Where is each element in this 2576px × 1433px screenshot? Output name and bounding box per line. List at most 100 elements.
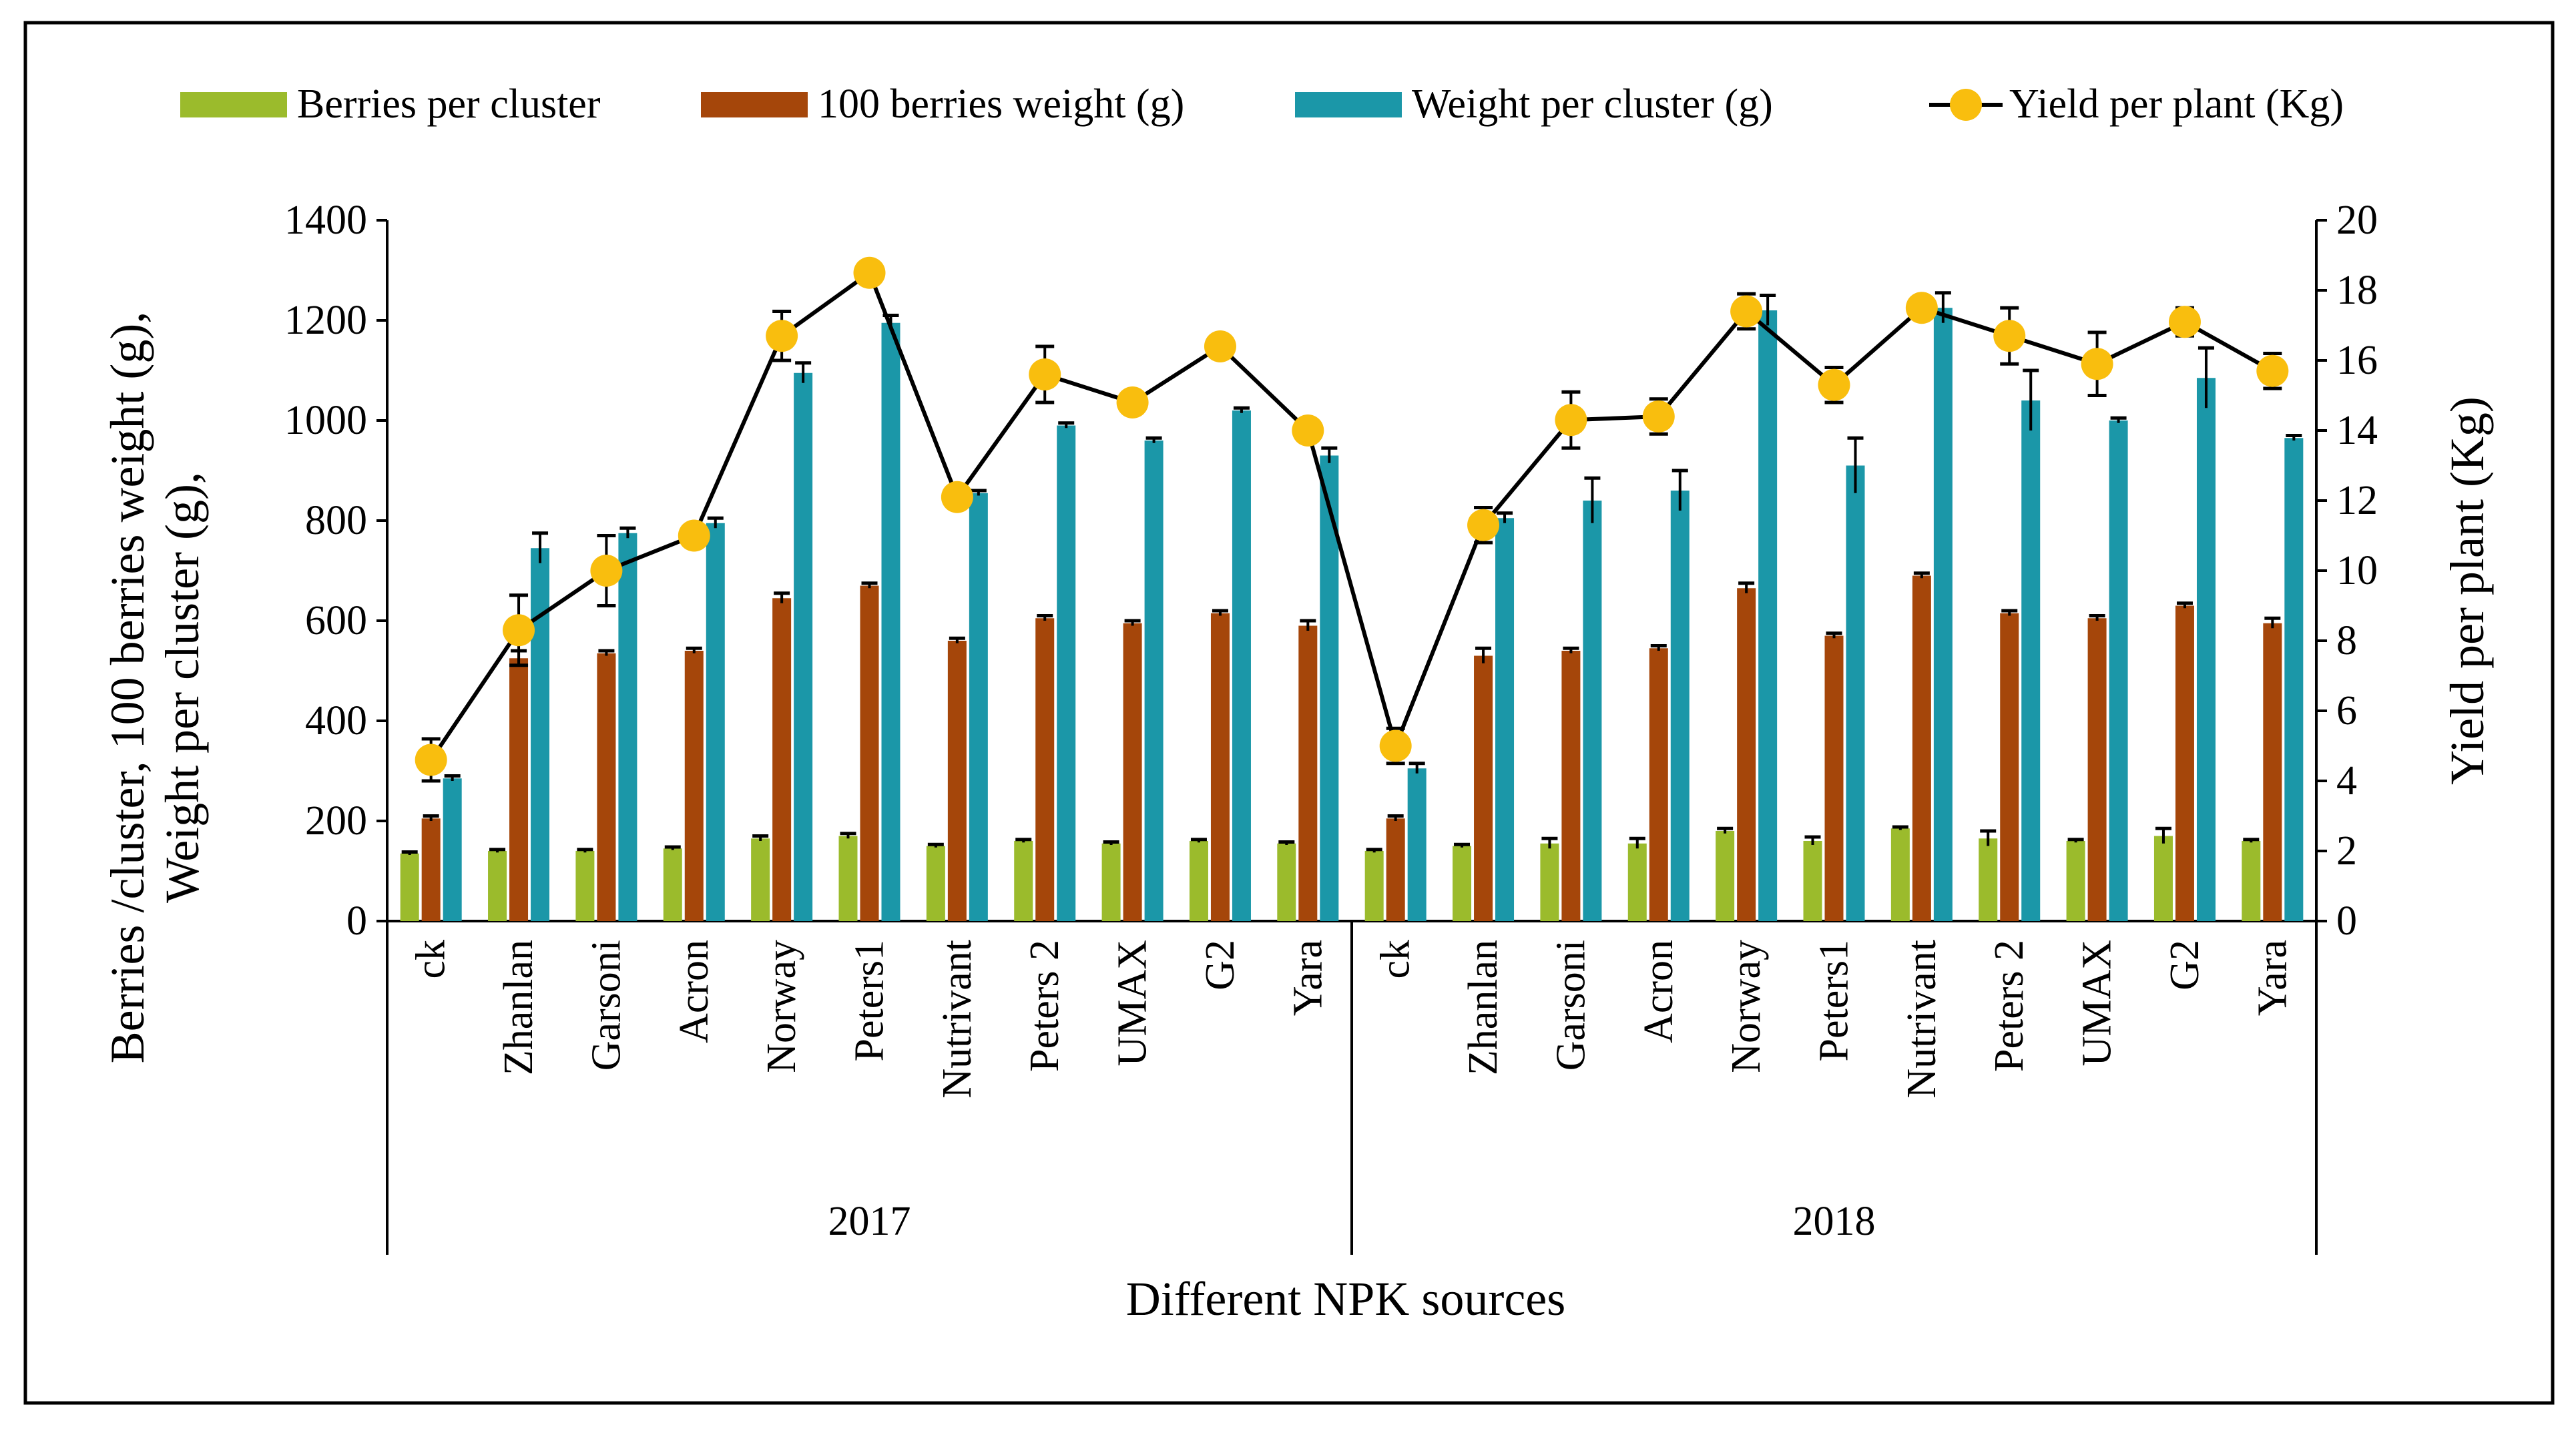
bar [509, 658, 529, 921]
y-axis-title-line-1: Berries /cluster, 100 berries weight (g)… [101, 312, 154, 1064]
yield-point [1993, 320, 2026, 352]
y-axis-title: Berries /cluster, 100 berries weight (g)… [101, 312, 209, 1064]
bar [1474, 655, 1493, 921]
x-axis-title: Different NPK sources [1126, 1272, 1566, 1326]
y-axis-title-line-2: Weight per cluster (g), [156, 472, 209, 903]
bar [1057, 425, 1076, 921]
bar [1495, 518, 1515, 921]
bar [860, 585, 879, 921]
yield-point [678, 519, 710, 552]
y-tick-label: 200 [305, 798, 367, 844]
legend-swatch-100-berries [701, 92, 808, 117]
category-label: Norway [759, 940, 804, 1073]
bar [2196, 378, 2216, 921]
y-tick-label: 800 [305, 498, 367, 543]
yield-point [766, 320, 798, 352]
category-label: ck [1373, 940, 1419, 979]
bar [400, 853, 419, 921]
category-label: ck [409, 940, 454, 979]
bar [751, 838, 770, 921]
bar [1144, 441, 1164, 921]
yield-point [1555, 404, 1587, 437]
yield-point [2081, 348, 2113, 380]
category-label: Yara [1285, 940, 1330, 1016]
category-label: Peters 2 [1987, 940, 2032, 1072]
group-label: 2018 [1793, 1199, 1876, 1244]
bar [1758, 310, 1778, 921]
bar [1540, 843, 1559, 921]
y2-tick-label: 10 [2336, 548, 2378, 593]
bar [1803, 841, 1822, 921]
bar [1824, 635, 1844, 921]
bar [1670, 491, 1690, 921]
yield-point [1818, 368, 1850, 401]
yield-point [590, 555, 623, 587]
category-label: Nutrivant [1899, 940, 1945, 1099]
bar [1649, 648, 1668, 921]
yield-point [1292, 414, 1324, 447]
bar [2109, 420, 2128, 921]
yield-point [1730, 295, 1763, 328]
y-tick-label: 1400 [284, 198, 367, 243]
bar [1716, 831, 1735, 921]
bar [2000, 613, 2019, 921]
category-label: Peters1 [1812, 940, 1857, 1062]
bar [1912, 575, 1931, 921]
bar [1298, 625, 1318, 921]
bar [575, 851, 595, 921]
yield-point [1467, 509, 1500, 541]
bar [1277, 843, 1296, 921]
bar [1583, 501, 1602, 921]
yield-point [415, 744, 447, 776]
bar [443, 778, 462, 921]
y2-axis-title: Yield per plant (Kg) [2440, 396, 2494, 785]
bar [2153, 836, 2173, 921]
bar [1014, 841, 1033, 921]
bar [1627, 843, 1647, 921]
y2-tick-label: 12 [2336, 478, 2378, 523]
y2-tick-label: 0 [2336, 898, 2357, 944]
axes: 0 200 400 600 800 1000 1200 1400 0 2 4 6 8 10 12 14 16 18… [284, 198, 2378, 1255]
bar [684, 651, 704, 921]
category-label: Peters1 [847, 940, 892, 1062]
bar [1453, 846, 1472, 921]
bar [1933, 308, 1953, 921]
yield-point [853, 256, 886, 289]
category-label: Garsoni [1548, 940, 1593, 1071]
y2-tick-label: 18 [2336, 268, 2378, 313]
bar [794, 372, 813, 921]
bar [1386, 818, 1405, 921]
yield-point [1116, 386, 1149, 418]
yield-point [2168, 306, 2201, 338]
category-label: G2 [1198, 940, 1243, 990]
y-tick-label: 400 [305, 698, 367, 744]
category-label: Garsoni [583, 940, 629, 1071]
yield-point [1905, 292, 1938, 324]
category-label: G2 [2162, 940, 2208, 990]
bar [2175, 605, 2194, 921]
legend-label-weight-cluster: Weight per cluster (g) [1412, 81, 1773, 127]
bar [1101, 843, 1121, 921]
legend-swatch-weight-cluster [1295, 92, 1402, 117]
bar [947, 641, 967, 921]
yield-polyline [429, 270, 2274, 762]
group-label: 2017 [828, 1199, 911, 1244]
yield-point [941, 481, 973, 513]
bar [1123, 623, 1142, 921]
bar [1737, 588, 1756, 921]
bar [969, 493, 988, 921]
bar [706, 523, 725, 921]
yield-point [1204, 330, 1236, 362]
bar [1210, 613, 1230, 921]
yield-point [1642, 400, 1675, 433]
category-label: Acron [672, 940, 717, 1043]
legend-label-yield: Yield per plant (Kg) [2009, 81, 2344, 127]
bar [421, 818, 441, 921]
bar [2087, 618, 2107, 921]
bar [618, 533, 637, 921]
bar [1890, 828, 1910, 921]
y-tick-label: 1200 [284, 298, 367, 343]
bar [2242, 841, 2261, 921]
